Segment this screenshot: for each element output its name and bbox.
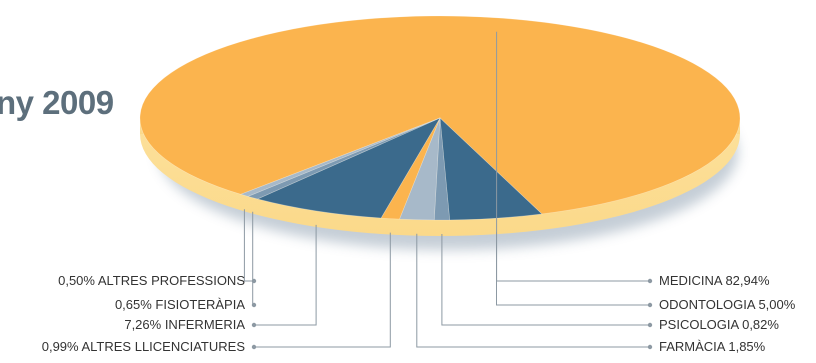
pie-slice-altres-llicenciatures — [380, 117, 441, 220]
callout-line-farmacia — [416, 233, 650, 348]
callout-dot-infermeria — [251, 322, 257, 328]
slice-label-fisioterapia: 0,65% FISIOTERÀPIA — [115, 297, 245, 312]
callout-line-fisioterapia — [252, 211, 254, 306]
slice-label-infermeria: 7,26% INFERMERIA — [124, 317, 245, 332]
callout-dot-altres-llicenciatures — [251, 344, 257, 350]
callout-dot-farmacia — [647, 344, 653, 350]
callout-line-odontologia — [496, 232, 650, 306]
callout-line-psicologia — [441, 234, 650, 326]
slice-label-altres-professions: 0,50% ALTRES PROFESSIONS — [58, 273, 245, 288]
pie-slice-altres-professions — [239, 117, 441, 197]
chart-title: ny 2009 — [0, 84, 114, 121]
pie-slice-psicologia — [433, 117, 450, 221]
slice-label-medicina: MEDICINA 82,94% — [659, 273, 770, 288]
slice-label-psicologia: PSICOLOGIA 0,82% — [659, 317, 779, 332]
pie-slice-infermeria — [256, 117, 441, 219]
callout-dot-medicina — [647, 278, 653, 284]
callout-dot-odontologia — [647, 302, 653, 308]
pie-slice-fisioterapia — [247, 117, 441, 200]
callout-dot-fisioterapia — [251, 302, 257, 308]
slice-label-farmacia: FARMÀCIA 1,85% — [659, 339, 766, 354]
slice-label-altres-llicenciatures: 0,99% ALTRES LLICENCIATURES — [42, 339, 246, 354]
callout-line-altres-professions — [243, 209, 254, 282]
pie-slice-medicina — [139, 15, 741, 215]
pie-slices — [139, 15, 741, 221]
pie-labels: 0,50% ALTRES PROFESSIONS 0,65% FISIOTERÀP… — [42, 31, 796, 354]
pie-slice-farmacia — [399, 117, 441, 221]
callout-dot-psicologia — [647, 322, 653, 328]
slice-label-odontologia: ODONTOLOGIA 5,00% — [659, 297, 796, 312]
callout-line-infermeria — [254, 224, 317, 326]
callout-line-altres-llicenciatures — [254, 232, 391, 348]
